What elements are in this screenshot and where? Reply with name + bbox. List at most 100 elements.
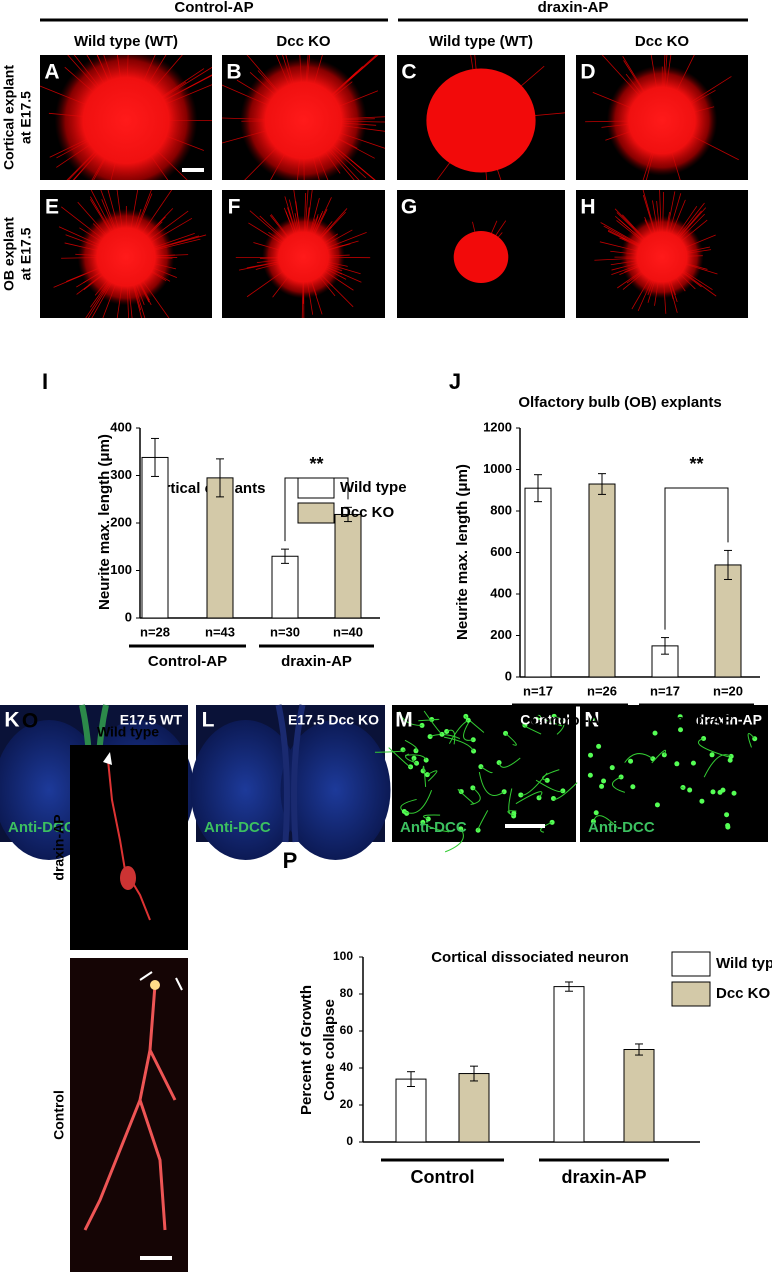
cell bbox=[587, 772, 593, 778]
y-tick-label: 80 bbox=[340, 986, 354, 1000]
cell bbox=[496, 760, 502, 766]
bar bbox=[623, 1049, 655, 1143]
cell bbox=[709, 752, 715, 758]
y-tick-label: 800 bbox=[490, 502, 512, 517]
neurite bbox=[443, 736, 475, 752]
y-tick-label: 1000 bbox=[483, 461, 512, 476]
legend-swatch bbox=[671, 951, 711, 977]
cell bbox=[652, 730, 658, 736]
significance-bracket bbox=[664, 487, 729, 630]
panel-letter: C bbox=[401, 61, 416, 84]
row-label: draxin-AP bbox=[51, 814, 67, 880]
panel-letter: F bbox=[228, 196, 241, 219]
bar bbox=[141, 456, 169, 619]
neurite bbox=[624, 753, 654, 763]
explant-body bbox=[54, 55, 198, 180]
neurite bbox=[463, 720, 474, 741]
legend-label: Wild type bbox=[716, 955, 772, 972]
group-header: Control-AP bbox=[174, 0, 253, 16]
cell bbox=[609, 765, 615, 771]
y-tick-label: 0 bbox=[346, 1134, 353, 1148]
neurite bbox=[697, 738, 732, 759]
y-tick-label: 0 bbox=[125, 609, 132, 624]
neurite bbox=[703, 754, 732, 778]
y-tick-label: 400 bbox=[110, 419, 132, 434]
explant-body bbox=[606, 65, 718, 176]
y-tick-label: 20 bbox=[340, 1097, 354, 1111]
neurite bbox=[507, 810, 517, 817]
legend-swatch bbox=[297, 502, 335, 524]
panel-letter: E bbox=[45, 196, 59, 219]
neurite bbox=[405, 754, 427, 761]
neurite bbox=[412, 757, 415, 762]
cell bbox=[699, 798, 705, 804]
bar bbox=[524, 487, 552, 678]
bar bbox=[334, 513, 362, 619]
n-label: n=26 bbox=[587, 683, 617, 698]
explant bbox=[40, 55, 212, 180]
y-tick-label: 60 bbox=[340, 1023, 354, 1037]
y-tick-label: 1200 bbox=[483, 419, 512, 434]
x-category-label: Control bbox=[411, 1167, 475, 1187]
legend-swatch bbox=[297, 477, 335, 499]
cell bbox=[710, 789, 716, 795]
explant bbox=[426, 55, 565, 180]
neurite bbox=[592, 815, 618, 828]
legend-label: Dcc KO bbox=[340, 504, 395, 521]
n-label: n=20 bbox=[713, 683, 743, 698]
neurite bbox=[542, 769, 560, 781]
bar bbox=[271, 555, 299, 619]
panel-letter: A bbox=[44, 61, 59, 84]
cell bbox=[601, 778, 607, 784]
explant-body bbox=[77, 208, 175, 306]
neurite bbox=[444, 828, 464, 853]
bar bbox=[553, 986, 585, 1143]
panel-letter: M bbox=[395, 709, 413, 732]
bar bbox=[588, 483, 616, 678]
n-label: n=17 bbox=[523, 683, 553, 698]
y-tick-label: 100 bbox=[333, 949, 353, 963]
neurite bbox=[398, 711, 423, 726]
explant-body bbox=[426, 68, 536, 173]
x-category-label: draxin-AP bbox=[281, 653, 352, 670]
y-axis-label: Percent of Growth bbox=[298, 985, 315, 1115]
cell bbox=[654, 802, 660, 808]
row-label: OB explant bbox=[1, 217, 17, 291]
row-label: Cortical explant bbox=[1, 65, 17, 170]
y-tick-label: 0 bbox=[505, 668, 512, 683]
panel-letter: D bbox=[580, 61, 595, 84]
stain-label: Anti-DCC bbox=[400, 819, 467, 836]
cell bbox=[690, 760, 696, 766]
y-tick-label: 400 bbox=[490, 585, 512, 600]
neurite bbox=[446, 729, 456, 745]
neurite bbox=[422, 821, 450, 833]
neurite bbox=[538, 716, 563, 727]
explant bbox=[53, 190, 207, 318]
neurite bbox=[480, 766, 493, 774]
neurite bbox=[388, 747, 412, 768]
y-tick-label: 100 bbox=[110, 562, 132, 577]
arrowhead bbox=[103, 752, 112, 765]
panel-letter: K bbox=[4, 709, 19, 732]
brain-section bbox=[190, 720, 301, 860]
neurite bbox=[515, 791, 543, 805]
soma bbox=[120, 866, 136, 890]
bar bbox=[395, 1078, 427, 1143]
y-tick-label: 40 bbox=[340, 1060, 354, 1074]
neurite bbox=[651, 749, 667, 764]
arrow bbox=[175, 977, 183, 991]
panel-label: E17.5 Dcc KO bbox=[288, 712, 379, 728]
bar bbox=[458, 1073, 490, 1143]
growth-cone bbox=[150, 980, 160, 990]
y-tick-label: 300 bbox=[110, 467, 132, 482]
neurite bbox=[374, 749, 406, 753]
n-label: n=30 bbox=[270, 624, 300, 639]
neurite bbox=[553, 782, 578, 800]
panel-letter: H bbox=[580, 196, 595, 219]
panel-letter: N bbox=[584, 709, 599, 732]
neurite bbox=[427, 770, 438, 782]
cell bbox=[724, 812, 730, 818]
y-axis-label: Neurite max. length (μm) bbox=[96, 434, 113, 610]
n-label: n=28 bbox=[140, 624, 170, 639]
column-header: Wild type (WT) bbox=[74, 33, 178, 50]
